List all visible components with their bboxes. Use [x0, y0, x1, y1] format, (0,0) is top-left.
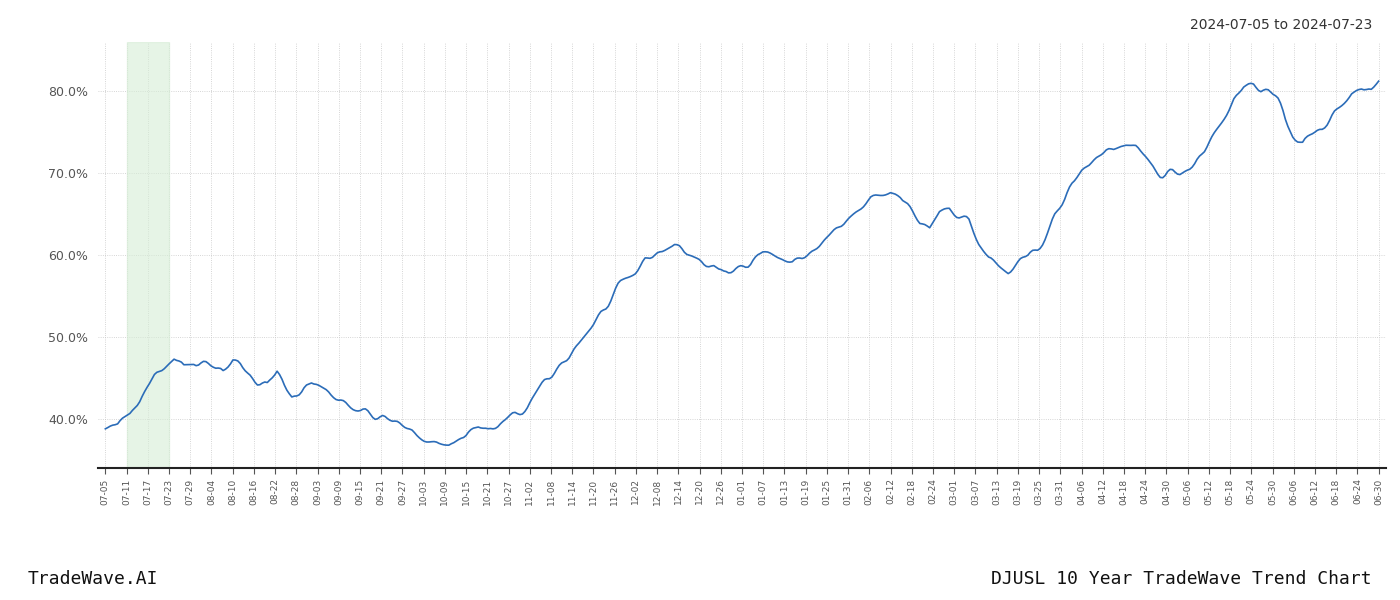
Bar: [126, 42, 169, 468]
Text: TradeWave.AI: TradeWave.AI: [28, 570, 158, 588]
Text: DJUSL 10 Year TradeWave Trend Chart: DJUSL 10 Year TradeWave Trend Chart: [991, 570, 1372, 588]
Text: 2024-07-05 to 2024-07-23: 2024-07-05 to 2024-07-23: [1190, 18, 1372, 32]
